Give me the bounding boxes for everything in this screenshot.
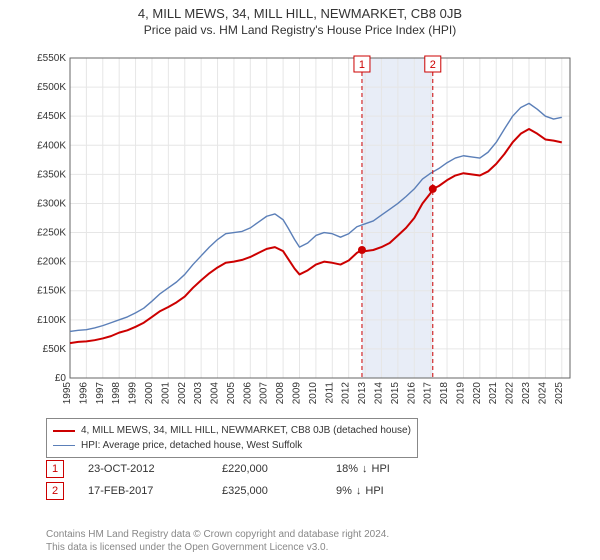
svg-text:£200K: £200K — [37, 257, 66, 268]
legend-label: 4, MILL MEWS, 34, MILL HILL, NEWMARKET, … — [81, 423, 411, 438]
footer-line: Contains HM Land Registry data © Crown c… — [46, 528, 389, 541]
footer-line: This data is licensed under the Open Gov… — [46, 541, 389, 554]
svg-text:2011: 2011 — [324, 382, 335, 404]
sale-marker-box: 1 — [46, 460, 64, 478]
svg-text:2: 2 — [430, 59, 436, 71]
sale-date: 23-OCT-2012 — [88, 463, 198, 475]
title-main: 4, MILL MEWS, 34, MILL HILL, NEWMARKET, … — [0, 6, 600, 21]
svg-text:£150K: £150K — [37, 286, 66, 297]
svg-text:2016: 2016 — [406, 382, 417, 405]
svg-text:2009: 2009 — [292, 382, 303, 405]
sale-diff-pct: 9% — [336, 485, 352, 497]
sale-diff: 18% ↓ HPI — [336, 463, 390, 475]
svg-text:£400K: £400K — [37, 140, 66, 151]
svg-text:2022: 2022 — [505, 382, 516, 405]
svg-text:£50K: £50K — [43, 344, 67, 355]
footer: Contains HM Land Registry data © Crown c… — [46, 528, 389, 554]
legend-row: 4, MILL MEWS, 34, MILL HILL, NEWMARKET, … — [53, 423, 411, 438]
svg-text:2015: 2015 — [390, 382, 401, 405]
svg-text:2010: 2010 — [308, 382, 319, 405]
sale-diff-label: HPI — [372, 463, 390, 475]
chart-container: 4, MILL MEWS, 34, MILL HILL, NEWMARKET, … — [0, 0, 600, 560]
sale-marker-box: 2 — [46, 482, 64, 500]
sale-diff-pct: 18% — [336, 463, 358, 475]
svg-text:2019: 2019 — [455, 382, 466, 405]
titles: 4, MILL MEWS, 34, MILL HILL, NEWMARKET, … — [0, 0, 600, 37]
svg-text:2012: 2012 — [341, 382, 352, 405]
svg-text:2013: 2013 — [357, 382, 368, 405]
sale-price: £220,000 — [222, 463, 312, 475]
svg-text:1998: 1998 — [111, 382, 122, 405]
svg-text:2007: 2007 — [259, 382, 270, 405]
sales-list: 1 23-OCT-2012 £220,000 18% ↓ HPI 2 17-FE… — [46, 458, 390, 502]
down-arrow-icon: ↓ — [356, 485, 362, 497]
svg-text:2023: 2023 — [521, 382, 532, 405]
svg-text:2014: 2014 — [373, 382, 384, 405]
svg-text:1997: 1997 — [95, 382, 106, 405]
svg-text:2018: 2018 — [439, 382, 450, 405]
svg-text:2017: 2017 — [423, 382, 434, 405]
chart-svg: £0£50K£100K£150K£200K£250K£300K£350K£400… — [30, 48, 582, 408]
sale-diff-label: HPI — [365, 485, 383, 497]
sale-row: 2 17-FEB-2017 £325,000 9% ↓ HPI — [46, 480, 390, 502]
svg-text:2002: 2002 — [177, 382, 188, 405]
chart: £0£50K£100K£150K£200K£250K£300K£350K£400… — [30, 48, 582, 408]
svg-text:2006: 2006 — [242, 382, 253, 405]
sale-row: 1 23-OCT-2012 £220,000 18% ↓ HPI — [46, 458, 390, 480]
sale-diff: 9% ↓ HPI — [336, 485, 384, 497]
svg-text:£100K: £100K — [37, 315, 66, 326]
svg-text:2000: 2000 — [144, 382, 155, 405]
svg-text:2020: 2020 — [472, 382, 483, 405]
title-sub: Price paid vs. HM Land Registry's House … — [0, 23, 600, 37]
sale-date: 17-FEB-2017 — [88, 485, 198, 497]
legend-label: HPI: Average price, detached house, West… — [81, 438, 302, 453]
svg-text:1995: 1995 — [62, 382, 73, 405]
svg-text:2003: 2003 — [193, 382, 204, 405]
legend-swatch-property — [53, 430, 75, 432]
svg-text:2001: 2001 — [160, 382, 171, 405]
svg-text:2024: 2024 — [537, 382, 548, 405]
legend-swatch-hpi — [53, 445, 75, 446]
legend: 4, MILL MEWS, 34, MILL HILL, NEWMARKET, … — [46, 418, 418, 458]
svg-text:£250K: £250K — [37, 228, 66, 239]
svg-text:1: 1 — [359, 59, 365, 71]
svg-text:2004: 2004 — [210, 382, 221, 405]
svg-text:2025: 2025 — [554, 382, 565, 405]
svg-text:1996: 1996 — [78, 382, 89, 405]
svg-text:2005: 2005 — [226, 382, 237, 405]
svg-text:£450K: £450K — [37, 111, 66, 122]
svg-text:£300K: £300K — [37, 198, 66, 209]
svg-text:1999: 1999 — [128, 382, 139, 405]
down-arrow-icon: ↓ — [362, 463, 368, 475]
svg-text:£550K: £550K — [37, 53, 66, 64]
svg-text:£350K: £350K — [37, 169, 66, 180]
svg-text:£500K: £500K — [37, 82, 66, 93]
legend-row: HPI: Average price, detached house, West… — [53, 438, 411, 453]
svg-text:2008: 2008 — [275, 382, 286, 405]
svg-text:2021: 2021 — [488, 382, 499, 405]
sale-price: £325,000 — [222, 485, 312, 497]
